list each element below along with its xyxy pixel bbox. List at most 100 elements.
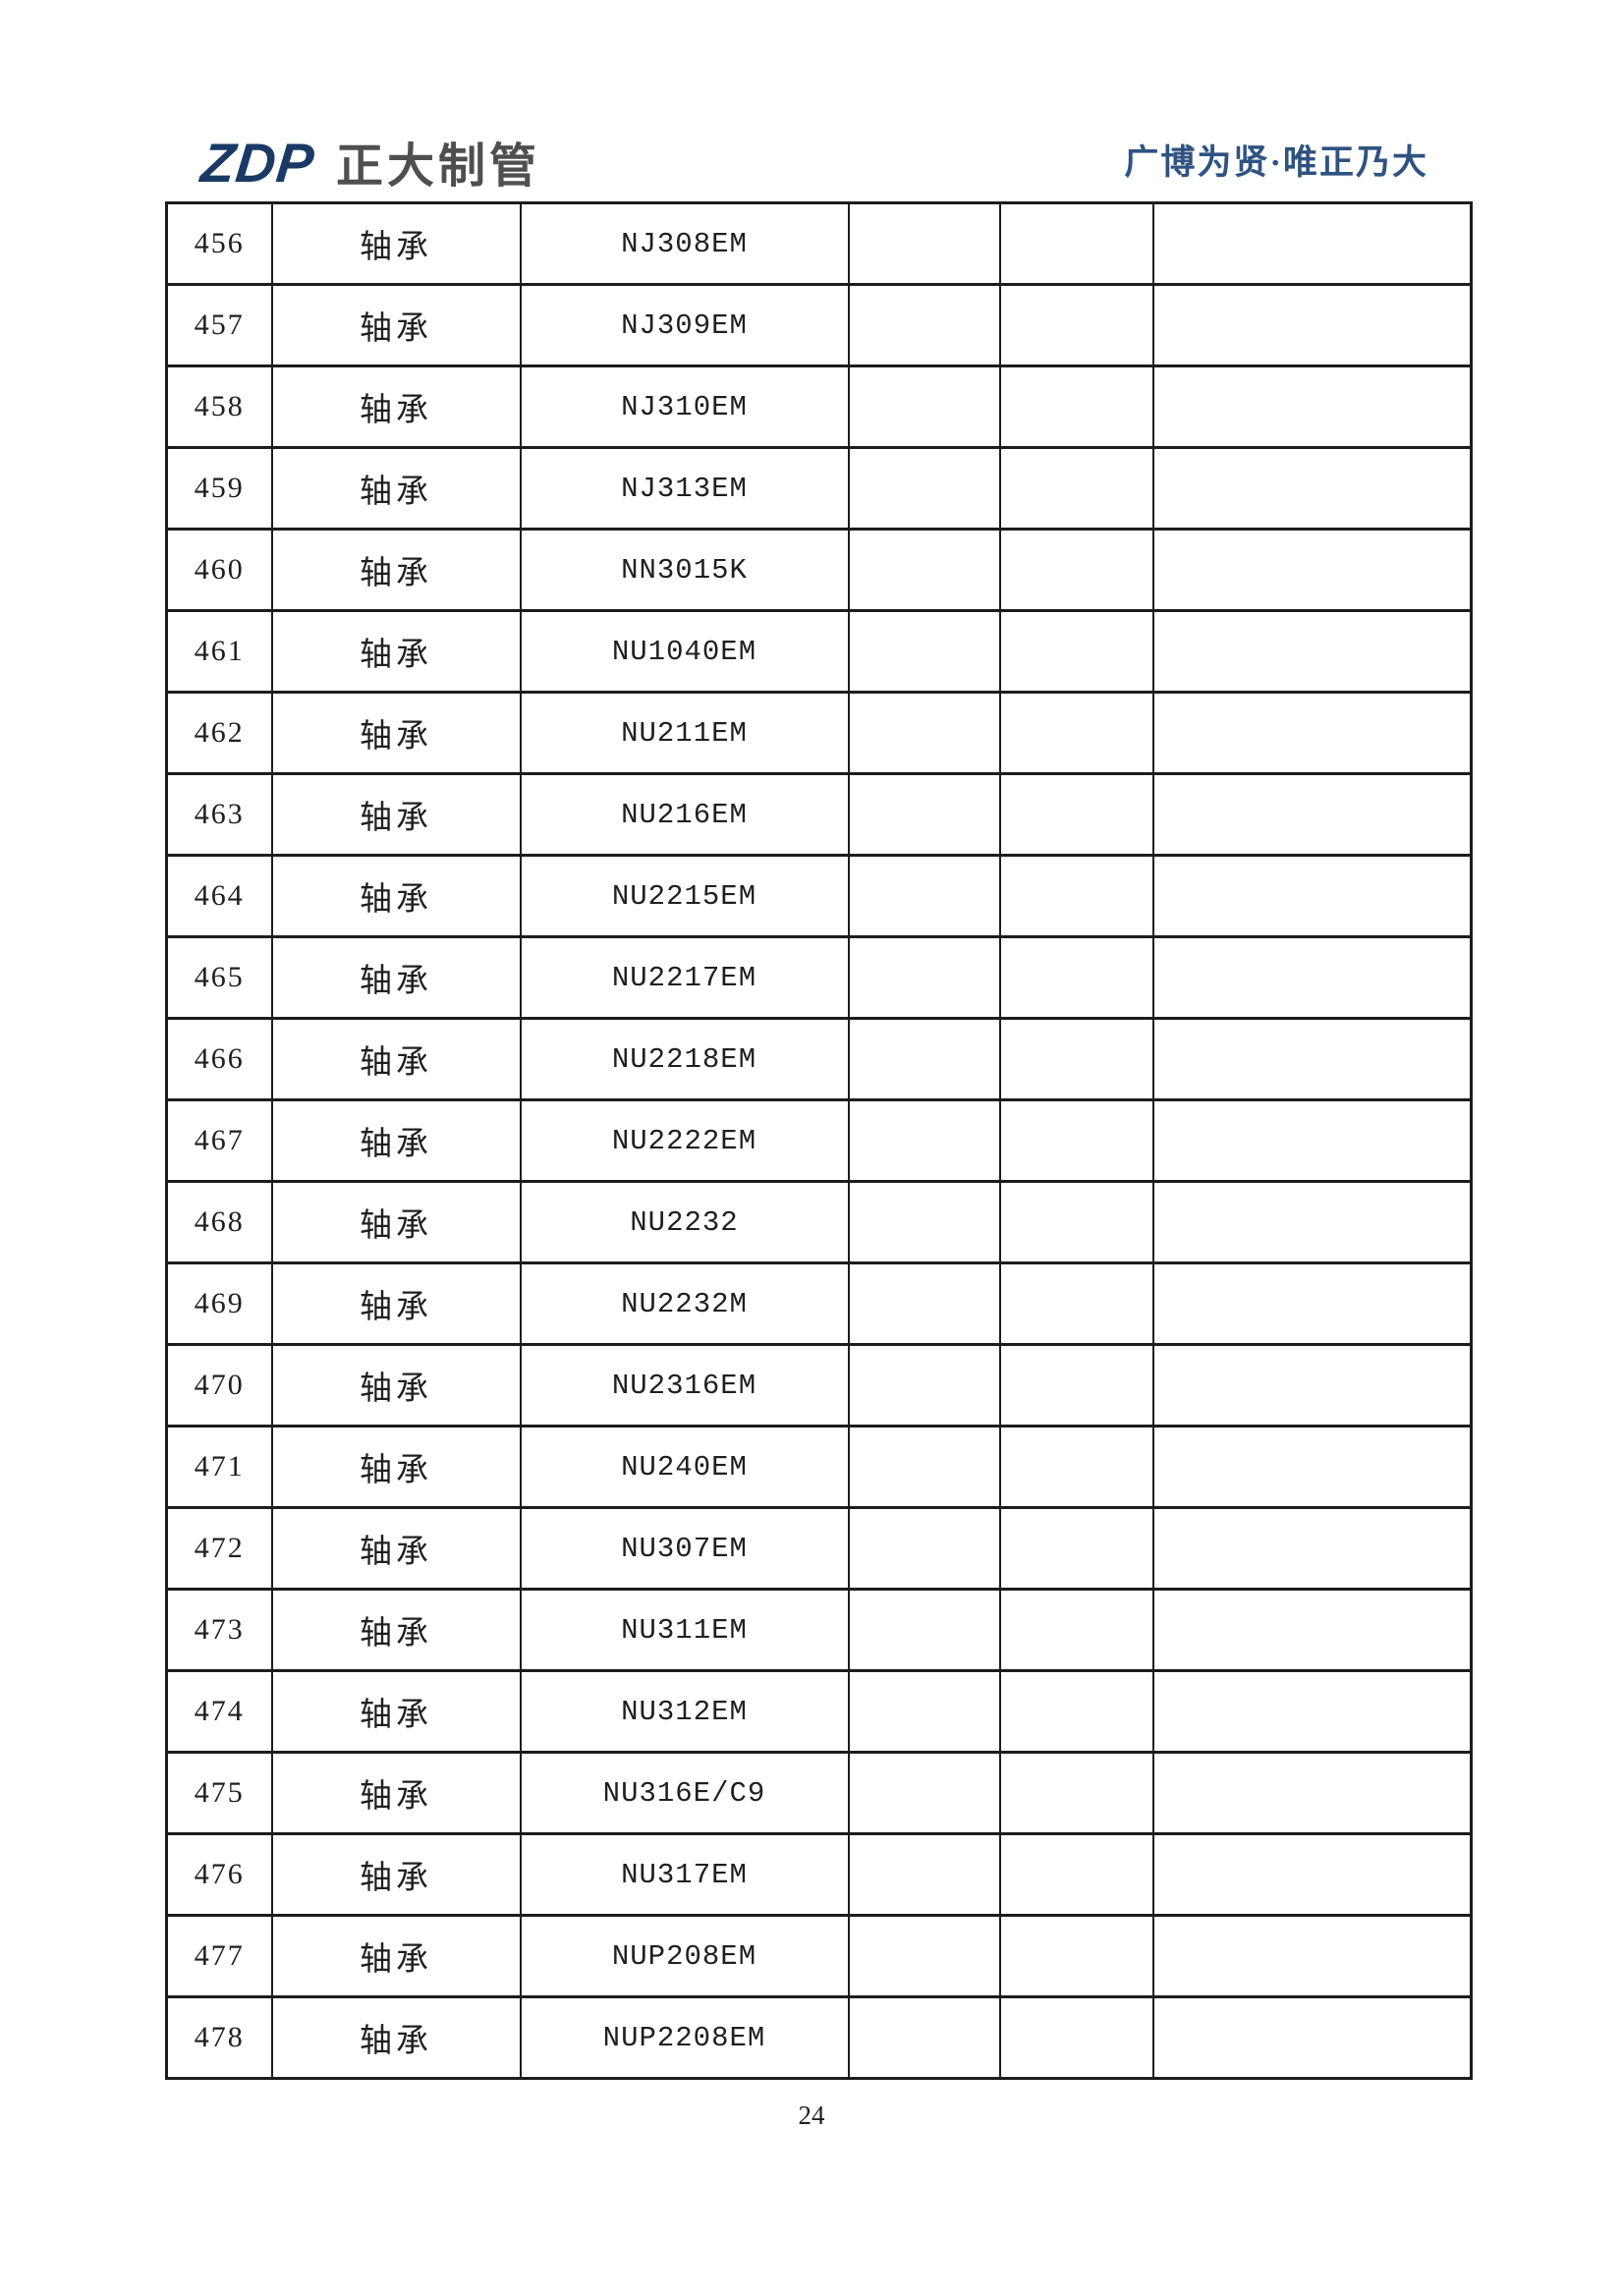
table-row: 462 轴承 NU211EM — [165, 691, 1473, 775]
category-cell: 轴承 — [270, 201, 522, 286]
empty-cell-1 — [847, 1425, 1001, 1509]
row-number-cell: 473 — [165, 1588, 273, 1672]
empty-cell-3 — [1151, 854, 1473, 938]
row-number-cell: 478 — [165, 1995, 273, 2080]
category-cell: 轴承 — [270, 854, 522, 938]
model-cell: NU2217EM — [519, 935, 850, 1020]
row-number-cell: 463 — [165, 772, 273, 857]
model-cell: NN3015K — [519, 528, 850, 612]
category-cell: 轴承 — [270, 1832, 522, 1917]
empty-cell-1 — [847, 1343, 1001, 1428]
table-row: 463 轴承 NU216EM — [165, 772, 1473, 857]
table-row: 457 轴承 NJ309EM — [165, 283, 1473, 367]
empty-cell-2 — [998, 1914, 1154, 1998]
empty-cell-3 — [1151, 1098, 1473, 1183]
empty-cell-3 — [1151, 283, 1473, 367]
empty-cell-1 — [847, 609, 1001, 694]
row-number-cell: 467 — [165, 1098, 273, 1183]
row-number-cell: 477 — [165, 1914, 273, 1998]
table-row: 461 轴承 NU1040EM — [165, 609, 1473, 694]
category-cell: 轴承 — [270, 1017, 522, 1101]
empty-cell-2 — [998, 528, 1154, 612]
table-row: 467 轴承 NU2222EM — [165, 1098, 1473, 1183]
category-cell: 轴承 — [270, 1669, 522, 1754]
empty-cell-2 — [998, 1343, 1154, 1428]
empty-cell-2 — [998, 772, 1154, 857]
model-cell: NU312EM — [519, 1669, 850, 1754]
empty-cell-2 — [998, 691, 1154, 775]
empty-cell-3 — [1151, 1832, 1473, 1917]
table-row: 471 轴承 NU240EM — [165, 1425, 1473, 1509]
zdp-logo-mark: ZDP — [197, 132, 318, 194]
category-cell: 轴承 — [270, 1343, 522, 1428]
table-row: 469 轴承 NU2232M — [165, 1261, 1473, 1346]
company-name: 正大制管 — [336, 140, 541, 193]
empty-cell-3 — [1151, 1261, 1473, 1346]
row-number-cell: 468 — [165, 1180, 273, 1264]
model-cell: NU307EM — [519, 1506, 850, 1591]
empty-cell-1 — [847, 1261, 1001, 1346]
empty-cell-1 — [847, 1180, 1001, 1264]
empty-cell-3 — [1151, 1343, 1473, 1428]
empty-cell-2 — [998, 854, 1154, 938]
empty-cell-1 — [847, 1506, 1001, 1591]
empty-cell-1 — [847, 283, 1001, 367]
empty-cell-1 — [847, 1588, 1001, 1672]
empty-cell-2 — [998, 1180, 1154, 1264]
model-cell: NU316E/C9 — [519, 1751, 850, 1835]
empty-cell-1 — [847, 772, 1001, 857]
row-number-cell: 470 — [165, 1343, 273, 1428]
table-row: 458 轴承 NJ310EM — [165, 364, 1473, 449]
company-slogan: 广博为贤·唯正乃大 — [1124, 143, 1428, 182]
category-cell: 轴承 — [270, 446, 522, 531]
row-number-cell: 476 — [165, 1832, 273, 1917]
model-cell: NJ309EM — [519, 283, 850, 367]
parts-table: 456 轴承 NJ308EM 457 轴承 NJ309EM 458 轴承 NJ3… — [165, 201, 1473, 2080]
table-row: 465 轴承 NU2217EM — [165, 935, 1473, 1020]
empty-cell-1 — [847, 1995, 1001, 2080]
empty-cell-2 — [998, 1995, 1154, 2080]
empty-cell-3 — [1151, 1506, 1473, 1591]
category-cell: 轴承 — [270, 609, 522, 694]
model-cell: NU2232 — [519, 1180, 850, 1264]
empty-cell-2 — [998, 1098, 1154, 1183]
empty-cell-2 — [998, 1669, 1154, 1754]
company-logo: ZDP 正大制管 — [197, 132, 541, 194]
row-number-cell: 461 — [165, 609, 273, 694]
empty-cell-1 — [847, 935, 1001, 1020]
category-cell: 轴承 — [270, 1180, 522, 1264]
empty-cell-3 — [1151, 446, 1473, 531]
empty-cell-1 — [847, 364, 1001, 449]
category-cell: 轴承 — [270, 1914, 522, 1998]
empty-cell-3 — [1151, 609, 1473, 694]
table-row: 476 轴承 NU317EM — [165, 1832, 1473, 1917]
empty-cell-3 — [1151, 364, 1473, 449]
empty-cell-3 — [1151, 1588, 1473, 1672]
table-row: 459 轴承 NJ313EM — [165, 446, 1473, 531]
row-number-cell: 457 — [165, 283, 273, 367]
empty-cell-1 — [847, 691, 1001, 775]
empty-cell-2 — [998, 935, 1154, 1020]
model-cell: NU317EM — [519, 1832, 850, 1917]
row-number-cell: 456 — [165, 201, 273, 286]
empty-cell-3 — [1151, 1669, 1473, 1754]
row-number-cell: 460 — [165, 528, 273, 612]
empty-cell-1 — [847, 1832, 1001, 1917]
category-cell: 轴承 — [270, 691, 522, 775]
table-row: 475 轴承 NU316E/C9 — [165, 1751, 1473, 1835]
model-cell: NU2232M — [519, 1261, 850, 1346]
category-cell: 轴承 — [270, 364, 522, 449]
empty-cell-3 — [1151, 1425, 1473, 1509]
model-cell: NU240EM — [519, 1425, 850, 1509]
model-cell: NJ310EM — [519, 364, 850, 449]
model-cell: NU216EM — [519, 772, 850, 857]
empty-cell-2 — [998, 609, 1154, 694]
empty-cell-3 — [1151, 1017, 1473, 1101]
table-row: 470 轴承 NU2316EM — [165, 1343, 1473, 1428]
table-row: 478 轴承 NUP2208EM — [165, 1995, 1473, 2080]
table-row: 464 轴承 NU2215EM — [165, 854, 1473, 938]
empty-cell-1 — [847, 1017, 1001, 1101]
empty-cell-1 — [847, 1914, 1001, 1998]
empty-cell-1 — [847, 446, 1001, 531]
empty-cell-2 — [998, 283, 1154, 367]
